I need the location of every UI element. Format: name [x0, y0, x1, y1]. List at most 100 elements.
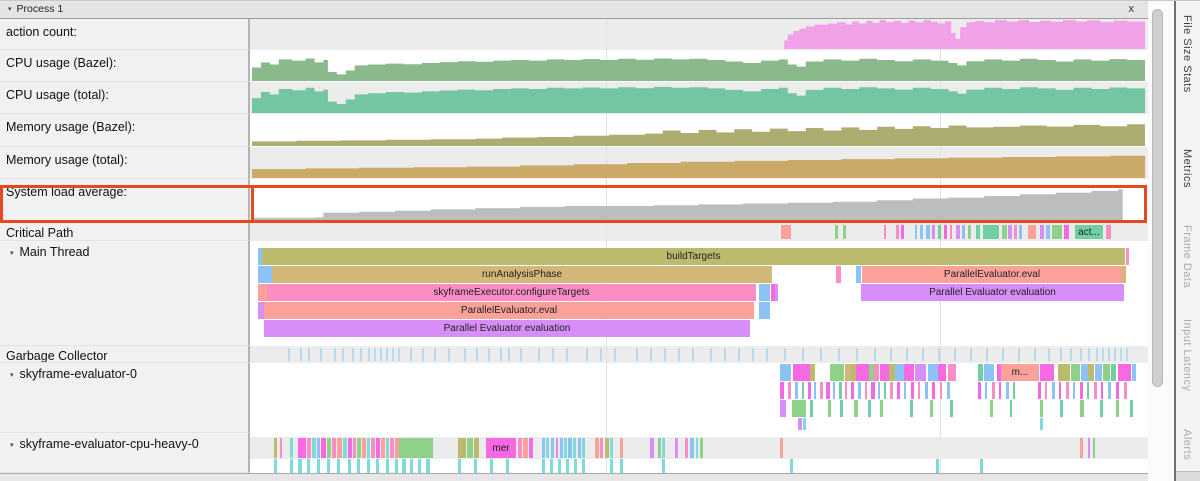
event-slice[interactable] — [1108, 382, 1111, 399]
event-slice[interactable] — [1120, 348, 1122, 361]
event-slice-m[interactable]: m... — [1001, 364, 1039, 381]
event-slice[interactable] — [984, 364, 994, 381]
event-slice[interactable] — [890, 348, 892, 361]
event-slice[interactable] — [1100, 400, 1103, 417]
event-slice[interactable] — [780, 364, 791, 381]
event-slice[interactable] — [1108, 348, 1110, 361]
event-slice[interactable] — [915, 225, 917, 239]
event-slice[interactable] — [926, 225, 930, 239]
event-slice[interactable] — [1060, 348, 1062, 361]
event-slice[interactable] — [1116, 400, 1119, 417]
event-slice[interactable] — [582, 459, 585, 473]
event-slice[interactable] — [600, 348, 602, 361]
event-slice[interactable] — [566, 348, 568, 361]
event-slice[interactable] — [614, 348, 616, 361]
event-slice[interactable] — [386, 459, 389, 473]
event-slice[interactable] — [1040, 364, 1054, 381]
event-slice[interactable] — [692, 348, 694, 361]
event-slice[interactable] — [574, 459, 577, 473]
event-slice[interactable] — [1106, 225, 1111, 239]
event-slice[interactable] — [274, 438, 277, 458]
track-canvas-main-thread[interactable]: buildTargets runAnalysisPhase ParallelEval… — [250, 241, 1148, 346]
track-canvas-skyframe-evaluator-0[interactable]: m... — [250, 363, 1148, 433]
event-slice[interactable] — [922, 348, 924, 361]
event-slice[interactable] — [858, 382, 861, 399]
event-slice[interactable] — [976, 225, 980, 239]
event-slice[interactable] — [620, 459, 623, 473]
event-slice[interactable] — [826, 382, 830, 399]
event-slice[interactable] — [348, 438, 352, 458]
event-slice[interactable] — [839, 382, 842, 399]
event-slice[interactable] — [1101, 382, 1103, 399]
track-label-skyframe-evaluator-0[interactable]: ▾ skyframe-evaluator-0 — [0, 363, 250, 433]
event-slice[interactable] — [508, 348, 510, 361]
collapse-triangle-icon[interactable]: ▾ — [10, 442, 14, 449]
event-slice[interactable] — [954, 348, 956, 361]
event-slice[interactable] — [1102, 348, 1104, 361]
event-slice[interactable] — [940, 382, 942, 399]
event-slice[interactable] — [1045, 382, 1047, 399]
event-slice[interactable] — [550, 459, 553, 473]
event-slice[interactable] — [367, 459, 370, 473]
event-slice[interactable] — [542, 459, 545, 473]
event-slice[interactable] — [488, 348, 490, 361]
event-slice[interactable] — [374, 348, 376, 361]
event-slice[interactable] — [258, 284, 267, 301]
event-slice[interactable] — [500, 348, 502, 361]
event-slice[interactable] — [845, 364, 851, 381]
event-slice[interactable] — [1040, 418, 1043, 430]
horizontal-scrollbar[interactable] — [0, 473, 1148, 481]
event-slice[interactable] — [792, 400, 806, 417]
event-slice[interactable] — [556, 438, 558, 458]
event-slice[interactable] — [802, 382, 804, 399]
event-slice[interactable] — [600, 438, 603, 458]
event-slice[interactable] — [710, 348, 712, 361]
event-slice[interactable] — [258, 302, 264, 319]
event-slice[interactable] — [1087, 382, 1089, 399]
event-slice[interactable] — [830, 364, 844, 381]
event-slice[interactable] — [334, 348, 336, 361]
event-slice[interactable] — [895, 364, 904, 381]
event-slice[interactable] — [1058, 364, 1070, 381]
event-slice[interactable] — [936, 459, 939, 473]
event-slice[interactable] — [290, 459, 293, 473]
event-slice[interactable] — [274, 459, 277, 473]
event-slice[interactable] — [343, 438, 347, 458]
event-slice[interactable] — [793, 364, 810, 381]
event-slice[interactable] — [938, 348, 940, 361]
event-slice[interactable] — [1071, 364, 1080, 381]
event-slice[interactable] — [780, 438, 783, 458]
close-icon[interactable]: x — [1128, 3, 1135, 15]
event-slice[interactable] — [1052, 225, 1062, 239]
event-slice[interactable] — [398, 348, 400, 361]
event-slice[interactable] — [838, 348, 840, 361]
event-slice[interactable] — [390, 438, 394, 458]
event-slice[interactable] — [566, 459, 569, 473]
event-slice[interactable] — [938, 364, 946, 381]
event-slice[interactable] — [1118, 364, 1131, 381]
event-slice[interactable] — [298, 438, 306, 458]
event-slice[interactable] — [332, 438, 336, 458]
event-slice[interactable] — [538, 348, 540, 361]
event-slice[interactable] — [620, 438, 623, 458]
track-canvas-cpu-usage-total[interactable] — [250, 82, 1148, 114]
event-slice[interactable] — [418, 459, 421, 473]
event-slice[interactable] — [327, 438, 331, 458]
event-slice[interactable] — [980, 459, 983, 473]
event-slice[interactable] — [930, 400, 933, 417]
event-slice[interactable] — [658, 438, 661, 458]
event-slice[interactable] — [357, 459, 360, 473]
event-slice[interactable] — [897, 382, 900, 399]
event-slice[interactable] — [843, 225, 846, 239]
event-slice[interactable] — [854, 400, 858, 417]
event-slice[interactable] — [1018, 348, 1020, 361]
event-slice[interactable] — [352, 348, 354, 361]
event-slice[interactable] — [1080, 382, 1083, 399]
event-slice[interactable] — [820, 348, 822, 361]
event-slice-mer[interactable]: mer — [486, 438, 516, 458]
event-slice[interactable] — [781, 225, 791, 239]
event-slice[interactable] — [869, 364, 874, 381]
event-slice[interactable] — [327, 459, 330, 473]
event-slice[interactable] — [1064, 225, 1069, 239]
event-slice[interactable] — [317, 459, 320, 473]
